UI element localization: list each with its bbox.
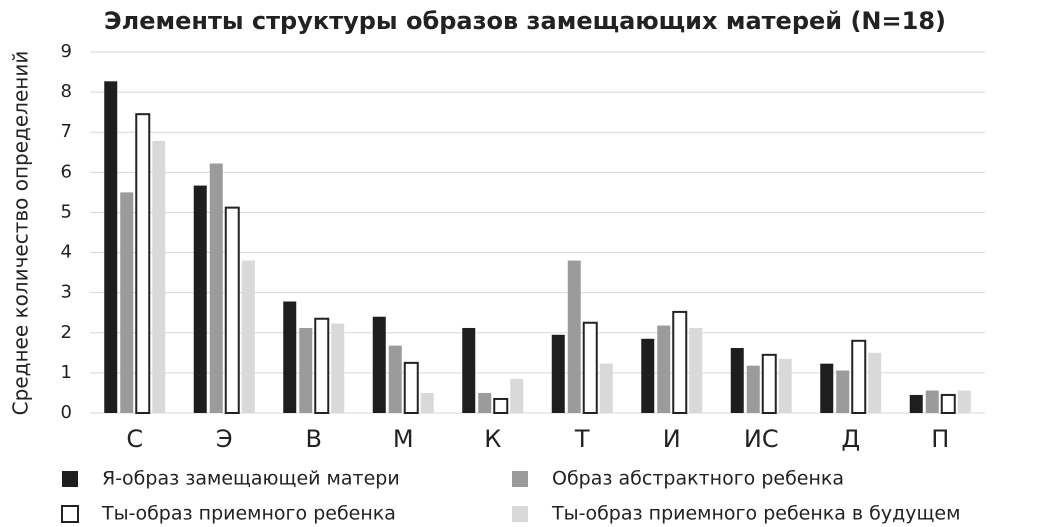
bar <box>241 260 255 413</box>
bar <box>851 339 867 414</box>
bar <box>641 338 655 413</box>
bar <box>567 260 581 413</box>
bar <box>193 185 207 413</box>
bar <box>493 397 509 415</box>
bar <box>925 390 939 413</box>
legend-swatch <box>512 471 528 487</box>
x-tick-label: И <box>663 425 681 453</box>
y-tick-label: 4 <box>61 242 72 263</box>
bar <box>299 327 313 413</box>
bar <box>778 358 792 413</box>
legend-swatch <box>61 505 79 523</box>
bar <box>730 348 744 413</box>
legend-label: Ты-образ приемного ребенка в будущем <box>551 503 960 525</box>
x-tick-label: Д <box>841 425 860 453</box>
bar <box>551 334 565 413</box>
bar <box>135 113 151 415</box>
bar <box>420 392 434 413</box>
bar <box>672 310 688 415</box>
bar <box>104 81 118 413</box>
bar <box>120 192 134 413</box>
bar <box>403 361 419 415</box>
bar <box>331 323 345 413</box>
x-tick-label: ИС <box>744 425 779 453</box>
bar <box>510 378 524 413</box>
x-tick-label: Т <box>574 425 590 453</box>
bar <box>478 392 492 413</box>
bar <box>657 325 671 413</box>
legend-label: Я-образ замещающей матери <box>102 468 400 490</box>
chart-title: Элементы структуры образов замещающих ма… <box>104 7 946 35</box>
bar <box>940 393 956 415</box>
y-tick-label: 1 <box>61 362 72 383</box>
y-tick-label: 7 <box>61 121 72 142</box>
y-tick-label: 8 <box>61 81 72 102</box>
bar <box>761 353 777 415</box>
bar <box>462 327 476 413</box>
bar <box>599 363 613 413</box>
x-tick-label: В <box>306 425 322 453</box>
bar <box>868 352 882 413</box>
legend-swatch <box>62 471 78 487</box>
y-tick-label: 2 <box>61 322 72 343</box>
x-tick-label: К <box>484 425 501 453</box>
y-tick-label: 0 <box>61 402 72 423</box>
y-tick-label: 5 <box>61 201 72 222</box>
bar <box>582 321 598 414</box>
x-tick-label: С <box>126 425 143 453</box>
legend-label: Ты-образ приемного ребенка <box>101 503 396 525</box>
y-tick-label: 3 <box>61 282 72 303</box>
bar <box>689 327 703 413</box>
bar <box>372 316 386 413</box>
bar <box>957 390 971 413</box>
bar <box>746 365 760 413</box>
bar <box>909 394 923 413</box>
y-tick-label: 9 <box>61 41 72 62</box>
x-tick-label: П <box>931 425 949 453</box>
x-tick-label: Э <box>216 425 233 453</box>
bar <box>836 370 850 413</box>
legend-swatch <box>512 506 528 522</box>
y-axis-label: Среднее количество определений <box>9 51 33 416</box>
legend-label: Образ абстрактного ребенка <box>552 468 844 490</box>
bar <box>314 317 330 414</box>
bar <box>209 163 223 413</box>
bar <box>388 345 402 413</box>
bar <box>283 301 297 413</box>
y-tick-label: 6 <box>61 161 72 182</box>
x-tick-label: М <box>393 425 414 453</box>
bar <box>152 141 166 413</box>
bar <box>224 206 240 414</box>
bar <box>820 363 834 413</box>
